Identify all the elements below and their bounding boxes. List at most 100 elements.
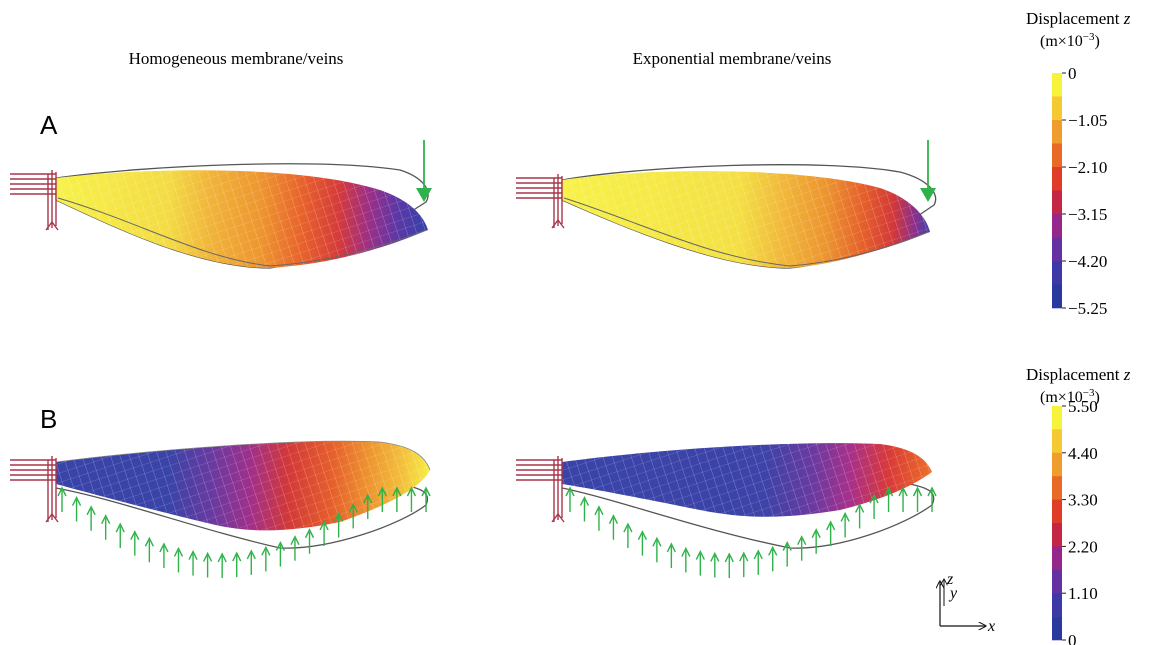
colorbar-tick-label: −3.15 <box>1068 205 1107 224</box>
load-arrow-head <box>637 530 648 540</box>
colorbar-a: Displacement z (m×10−3) 0 −1.05 −2.10 −3.15… <box>1026 9 1131 318</box>
load-arrow-head <box>57 486 67 497</box>
load-arrow-head <box>695 550 705 560</box>
load-arrow-head <box>261 545 271 556</box>
load-arrow-head <box>290 535 300 545</box>
axis-label-z: z <box>946 571 954 588</box>
colorbar-a-unit: (m×10−3) <box>1040 31 1100 50</box>
load-arrow-head <box>594 505 604 516</box>
colorbar-b-unit-close: ) <box>1095 389 1100 406</box>
colorbar-swatch <box>1052 452 1062 477</box>
colorbar-b-unit-exp: −3 <box>1083 387 1095 399</box>
wing-a-exponential <box>561 164 937 269</box>
colorbar-a-ticks: 0 −1.05 −2.10 −3.15 −4.20 −5.25 <box>1062 64 1107 318</box>
load-arrow-head <box>232 551 242 562</box>
load-arrow-head <box>115 522 125 533</box>
load-arrow-head <box>782 541 792 551</box>
colorbar-a-title-text: Displacement <box>1026 9 1124 28</box>
load-arrow-head <box>86 505 96 516</box>
load-arrow-head <box>377 486 387 497</box>
colorbar-swatch <box>1052 214 1062 238</box>
load-arrow-head <box>811 528 821 539</box>
load-arrow-head <box>710 551 720 562</box>
colorbar-tick-label: 4.40 <box>1068 444 1098 463</box>
load-arrow-head <box>188 550 198 560</box>
colorbar-tick-label: 2.20 <box>1068 537 1098 556</box>
colorbar-tick-label: 1.10 <box>1068 584 1098 603</box>
clamp-arrows-a-right <box>516 174 565 229</box>
load-arrow-head <box>869 493 879 504</box>
colorbar-swatch <box>1052 523 1062 547</box>
load-arrow-head <box>392 486 402 497</box>
wing-b-exponential <box>561 443 935 549</box>
load-arrow-head <box>912 486 923 497</box>
load-arrows-b-left <box>57 486 431 578</box>
load-arrows-b-right <box>565 486 937 578</box>
panel-label-a: A <box>40 110 58 140</box>
colorbar-a-title: Displacement z <box>1026 9 1131 28</box>
colorbar-swatch <box>1052 143 1062 168</box>
wing-b-homogeneous <box>55 440 431 549</box>
colorbar-a-unit-close: ) <box>1095 33 1100 50</box>
colorbar-swatch <box>1052 237 1062 262</box>
load-arrow-head <box>681 546 691 557</box>
colorbar-tick-label: −1.05 <box>1068 111 1107 130</box>
load-arrow-head <box>565 486 575 497</box>
load-arrow-head <box>319 520 329 531</box>
column-title-homogeneous: Homogeneous membrane/veins <box>129 49 344 68</box>
colorbar-swatch <box>1052 499 1062 524</box>
colorbar-title-variable: z <box>1123 365 1131 384</box>
load-arrow-head <box>826 520 836 531</box>
load-arrow-a-right <box>920 140 936 202</box>
load-arrow-head <box>883 486 894 497</box>
load-arrow-head <box>840 511 850 522</box>
colorbar-tick-label: 3.30 <box>1068 491 1098 510</box>
load-arrow-head <box>797 535 807 545</box>
colorbar-tick-label: −4.20 <box>1068 252 1107 271</box>
load-arrow-head <box>334 511 344 522</box>
load-arrow-head <box>144 536 154 547</box>
colorbar-swatch <box>1052 284 1062 309</box>
load-arrow-head <box>202 551 213 562</box>
colorbar-swatch <box>1052 616 1062 641</box>
load-arrow-head <box>130 530 140 540</box>
colorbar-swatch <box>1052 167 1062 191</box>
colorbar-swatch <box>1052 593 1062 617</box>
load-arrow-head <box>854 502 865 513</box>
load-arrow-head <box>421 486 431 497</box>
colorbar-swatch <box>1052 406 1062 430</box>
colorbar-swatch <box>1052 96 1062 121</box>
colorbar-b-title: Displacement z <box>1026 365 1131 384</box>
load-arrow-head <box>304 528 315 539</box>
clamp-arrows-b-right <box>516 456 565 523</box>
undeformed-outline <box>55 483 429 549</box>
colorbar-swatch <box>1052 73 1062 97</box>
column-title-exponential: Exponential membrane/veins <box>633 49 832 68</box>
load-arrow-head <box>71 495 82 506</box>
clamp-arrows-a-left <box>10 170 59 231</box>
axes-triad: z y x <box>940 571 995 635</box>
axis-label-y: y <box>948 585 958 602</box>
load-arrow-head <box>724 552 734 563</box>
colorbar-b-ticks: 5.50 4.40 3.30 2.20 1.10 0 <box>1062 397 1098 645</box>
load-arrow-head <box>739 551 749 562</box>
load-arrow-head <box>768 545 778 556</box>
load-arrow-head <box>652 536 662 547</box>
load-arrow-head <box>348 502 358 513</box>
undeformed-outline <box>561 483 935 549</box>
colorbar-b-unit: (m×10−3) <box>1040 387 1100 406</box>
load-arrow-head <box>217 552 227 563</box>
colorbar-tick-label: 5.50 <box>1068 397 1098 416</box>
colorbar-a-unit-text: (m×10 <box>1040 33 1083 50</box>
load-arrow-head <box>275 541 286 551</box>
load-arrow-head <box>898 486 908 497</box>
colorbar-swatch <box>1052 476 1062 500</box>
load-arrow-head <box>173 546 184 557</box>
load-arrow-a-left <box>416 140 432 202</box>
load-arrow-head <box>363 493 373 504</box>
load-arrow-head <box>579 495 590 506</box>
clamp-arrows-b-left <box>10 456 59 523</box>
colorbar-swatch <box>1052 261 1062 285</box>
colorbar-tick-label: 0 <box>1068 631 1077 645</box>
